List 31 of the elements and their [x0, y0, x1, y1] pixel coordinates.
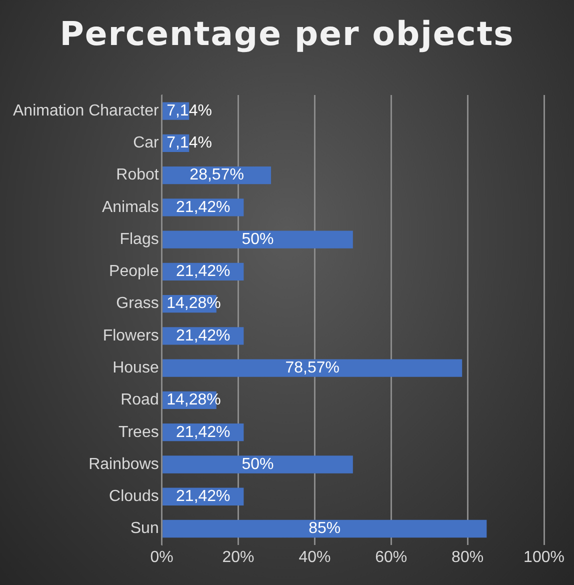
y-tick-label: Animals: [102, 198, 159, 216]
y-tick-label: Robot: [116, 166, 160, 184]
x-tick-label: 40%: [298, 548, 331, 566]
y-tick-label: Clouds: [109, 488, 159, 506]
data-label: 21,42%: [176, 424, 230, 441]
y-tick-label: Road: [120, 392, 159, 409]
y-tick-label: People: [109, 263, 159, 280]
data-label: 21,42%: [176, 198, 230, 216]
data-label: 21,42%: [176, 263, 230, 280]
data-label: 78,57%: [285, 360, 340, 376]
y-tick-label: Rainbows: [88, 456, 159, 473]
data-label: 50%: [242, 456, 274, 473]
y-tick-label: House: [112, 360, 159, 376]
chart-title: Percentage per objects: [58, 14, 516, 53]
x-tick-label: 0%: [150, 548, 174, 566]
x-tick-label: 80%: [452, 548, 484, 566]
data-label: 21,42%: [176, 327, 230, 344]
y-tick-label: Sun: [130, 520, 159, 538]
data-label: 85%: [308, 520, 341, 538]
x-tick-label: 20%: [222, 548, 254, 566]
x-tick-label: 60%: [375, 548, 408, 566]
x-tick-label: 100%: [524, 548, 564, 566]
y-tick-label: Flags: [120, 230, 159, 248]
data-label: 50%: [242, 230, 274, 248]
y-tick-label: Grass: [116, 295, 159, 312]
y-tick-label: Trees: [118, 424, 159, 441]
y-tick-label: Animation Character: [13, 102, 160, 120]
y-tick-label: Flowers: [102, 327, 159, 344]
data-label: 28,57%: [190, 166, 244, 184]
data-label: 21,42%: [176, 488, 230, 506]
y-tick-label: Car: [133, 134, 160, 152]
